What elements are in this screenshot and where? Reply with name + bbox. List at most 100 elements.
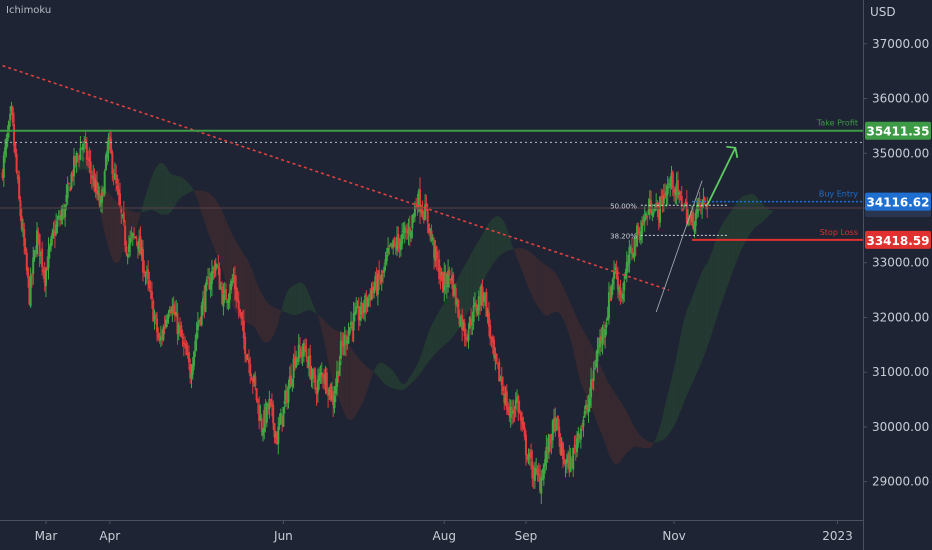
cloud-segment — [702, 266, 705, 361]
projection-arrow-head — [726, 145, 739, 158]
cloud-segment — [561, 283, 565, 322]
candle-body — [162, 326, 165, 340]
candle-body — [223, 290, 226, 294]
cloud-segment — [173, 175, 177, 209]
price-axis: USD 29000.00 30000.00 31000.00 32000.00 33000… — [863, 0, 931, 550]
candle-body — [278, 423, 281, 426]
candle-body — [339, 340, 342, 359]
cloud-segment — [490, 218, 493, 269]
candle-body — [610, 284, 613, 299]
cloud-segment — [587, 337, 590, 404]
cloud-segment — [382, 363, 386, 385]
candle-body — [107, 137, 110, 154]
candle-body — [5, 138, 8, 149]
cloud-segment — [480, 234, 483, 289]
candle-body — [481, 287, 484, 301]
candle-body — [98, 193, 101, 206]
candle-body — [143, 270, 146, 274]
candle-body — [182, 341, 185, 345]
candle-body — [675, 183, 678, 194]
candle-body — [230, 280, 233, 291]
candle-body — [199, 317, 202, 324]
cloud-segment — [554, 271, 557, 312]
cloud-segment — [569, 300, 572, 345]
cloud-segment — [398, 378, 401, 391]
candle-body — [419, 189, 422, 212]
candle-body — [588, 397, 591, 406]
candle-body — [505, 391, 508, 410]
cloud-segment — [727, 212, 731, 286]
candle-body — [217, 266, 220, 269]
cloud-segment — [538, 259, 542, 311]
candle-body — [364, 295, 367, 312]
cloud-segment — [676, 343, 680, 421]
candle-body — [579, 428, 582, 440]
cloud-segment — [485, 224, 488, 278]
cloud-segment — [380, 362, 383, 383]
cloud-segment — [224, 216, 228, 288]
candle-body — [30, 274, 33, 277]
candle-body — [336, 371, 339, 387]
cloud-segment — [758, 199, 761, 225]
candle-body — [590, 379, 593, 398]
candle-body — [482, 296, 485, 302]
cloud-segment — [405, 379, 409, 389]
x-tick-label: Nov — [662, 529, 685, 543]
candle-body — [250, 378, 253, 380]
candle-body — [236, 298, 239, 301]
candle-body — [378, 270, 381, 280]
candle-body — [102, 191, 105, 197]
candle-body — [456, 301, 459, 304]
cloud-segment — [201, 190, 205, 222]
candle-body — [249, 363, 252, 377]
x-tick-label: Aug — [433, 529, 456, 543]
candle-body — [282, 406, 285, 427]
candle-body — [6, 133, 9, 142]
candle-body — [264, 407, 267, 424]
candle-body — [431, 238, 434, 241]
buy-entry-badge — [865, 192, 931, 211]
cloud-segment — [148, 179, 151, 211]
cloud-segment — [311, 300, 315, 313]
cloud-segment — [347, 342, 350, 421]
candle-body — [652, 213, 655, 215]
candle-body — [78, 158, 81, 160]
candle-body — [348, 327, 351, 334]
candle-body — [139, 235, 142, 254]
candle-body — [607, 292, 610, 319]
candle-body — [148, 280, 151, 289]
candle-body — [11, 107, 14, 123]
cloud-segment — [408, 375, 412, 386]
cloud-segment — [694, 284, 698, 379]
cloud-segment — [525, 249, 529, 288]
candle-body — [445, 285, 448, 288]
candle-body — [392, 240, 395, 248]
candle-body — [539, 476, 542, 491]
cloud-segment — [582, 328, 585, 392]
candle-body — [699, 205, 702, 208]
candle-body — [76, 155, 79, 157]
candle-body — [228, 292, 231, 300]
cloud-segment — [145, 188, 149, 212]
candle-body — [341, 340, 344, 345]
candle-body — [153, 316, 156, 320]
candle-body — [260, 418, 263, 433]
cloud-segment — [684, 310, 687, 402]
candle-body — [258, 405, 261, 421]
candle-body — [7, 121, 10, 132]
cloud-segment — [748, 193, 751, 238]
cloud-segment — [500, 217, 503, 256]
cloud-segment — [423, 338, 427, 369]
candle-body — [37, 232, 40, 234]
candle-body — [74, 156, 77, 165]
cloud-segment — [518, 248, 521, 268]
candle-body — [56, 221, 59, 227]
candle-body — [528, 453, 531, 457]
candle-body — [411, 214, 414, 229]
candle-body — [619, 287, 622, 295]
candle-body — [441, 272, 444, 293]
candle-body — [664, 193, 667, 198]
candle-body — [676, 180, 679, 198]
candle-body — [329, 384, 332, 399]
